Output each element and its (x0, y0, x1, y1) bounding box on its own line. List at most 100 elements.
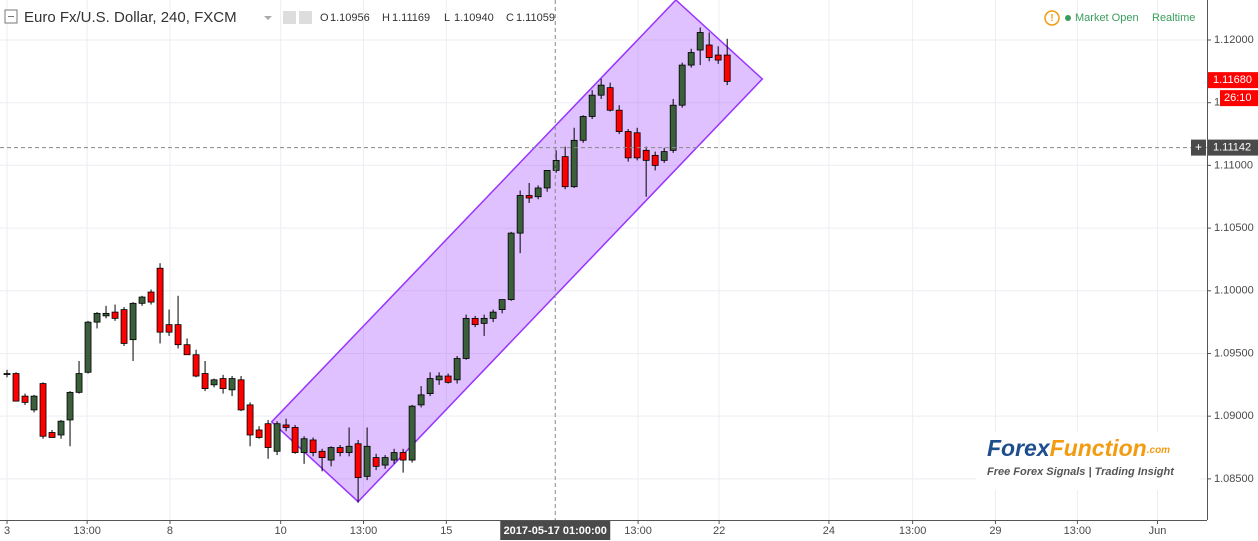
candle-body (336, 447, 344, 453)
candle-body (210, 379, 218, 386)
candle-body (534, 187, 542, 198)
candle-body (624, 131, 632, 159)
last-price-label: 1.11680 (1213, 74, 1252, 86)
gear-icon[interactable] (299, 11, 312, 24)
market-status: Market Open (1075, 12, 1139, 24)
candle-body (372, 457, 380, 467)
y-tick-label: 1.10000 (1214, 285, 1254, 297)
candle-body (615, 109, 623, 132)
candle-body (138, 296, 146, 304)
ohlc-key: L (444, 12, 450, 24)
x-tick-label: 13:00 (624, 525, 652, 537)
candle-body (264, 423, 272, 448)
candle-body (480, 317, 488, 324)
crosshair-time-box (500, 521, 611, 540)
last-price-box (1208, 72, 1258, 89)
candle-body (84, 321, 92, 373)
header-ohlc: O 1.10956 H 1.11169 L 1.10940 C 1.11059 (320, 12, 555, 24)
x-tick-label: 13:00 (350, 525, 378, 537)
ohlc-key: O (320, 12, 329, 24)
candle-body (651, 154, 659, 166)
candle-body (282, 424, 290, 428)
candle-body (381, 457, 389, 466)
x-tick-label: Jun (1149, 525, 1167, 537)
symbol-title: Euro Fx/U.S. Dollar, 240, FXCM (24, 9, 237, 26)
crosshair-add-icon: + (1195, 140, 1202, 154)
y-tick-label: 1.09000 (1214, 410, 1254, 422)
countdown-label: 26:10 (1224, 92, 1252, 104)
status-dot (1065, 15, 1071, 21)
candle-body (435, 375, 443, 381)
candle-body (462, 317, 470, 359)
candle-body (570, 139, 578, 188)
crosshair-time-label: 2017-05-17 01:00:00 (504, 525, 607, 537)
settings-icon[interactable] (283, 11, 296, 24)
crosshair-price-label: 1.11142 (1213, 141, 1251, 153)
candle-body (147, 291, 155, 303)
alert-icon[interactable] (1044, 10, 1060, 26)
candle-body (705, 44, 713, 58)
candle-body (606, 87, 614, 111)
candle-body (498, 299, 506, 310)
candle-body (399, 452, 407, 461)
x-tick-label: 22 (713, 525, 725, 537)
candle-body (633, 132, 641, 159)
ohlc-key: H (382, 12, 390, 24)
candle-body (687, 52, 695, 66)
crosshair-add-button[interactable] (1191, 139, 1206, 156)
candle-body (102, 312, 110, 317)
overlay: Euro Fx/U.S. Dollar, 240, FXCM O 1.10956 H… (4, 9, 1200, 490)
crosshair-price-box (1208, 139, 1258, 156)
y-tick-label: 1.11000 (1214, 159, 1253, 171)
x-tick-label: 10 (275, 525, 287, 537)
candle-body (75, 373, 83, 393)
candle-body (273, 423, 281, 452)
y-tick-label: 1.10500 (1214, 222, 1254, 234)
candle-body (318, 450, 326, 458)
x-tick-label: 29 (989, 525, 1001, 537)
candle-body (588, 94, 596, 117)
candle-body (579, 116, 587, 141)
channel (270, 0, 764, 503)
candle-body (489, 311, 497, 319)
ohlc-value: 1.11169 (392, 12, 430, 24)
candle-body (183, 344, 191, 356)
candle-body (561, 156, 569, 188)
candle-body (714, 54, 722, 61)
y-tick-label: 1.12000 (1214, 34, 1254, 46)
brand-part: Forex (987, 435, 1051, 461)
candle-body (516, 195, 524, 234)
dropdown-arrow[interactable] (264, 16, 272, 20)
x-tick-label: 13:00 (1064, 525, 1092, 537)
candle-body (345, 445, 353, 453)
ohlc-value: 1.10940 (454, 12, 494, 24)
candle-body (165, 324, 173, 333)
candle-body (39, 383, 47, 437)
ohlc-value: 1.10956 (330, 12, 370, 24)
candle-body (471, 317, 479, 326)
candle-body (120, 309, 128, 344)
candle-body (192, 354, 200, 377)
candle-body (453, 358, 461, 381)
candle-body (507, 232, 515, 300)
candle-body (156, 267, 164, 333)
x-tick-label: 24 (823, 525, 835, 537)
candle-body (237, 379, 245, 411)
alert-mark: ! (1050, 13, 1053, 24)
candle-body (363, 445, 371, 477)
candle-body (444, 375, 452, 383)
candle-body (57, 420, 65, 436)
y-tick-label: 1.09500 (1214, 347, 1254, 359)
candle-body (408, 405, 416, 461)
candle-body (3, 373, 11, 375)
candle-body (48, 432, 56, 438)
candle-body (390, 452, 398, 461)
candle-body (12, 373, 20, 402)
x-tick-label: 8 (167, 525, 173, 537)
candle-body (543, 170, 551, 189)
brand-part: Function (1050, 435, 1147, 461)
candle-body (660, 151, 668, 161)
candle-body (678, 64, 686, 106)
x-tick-label: 13:00 (73, 525, 101, 537)
